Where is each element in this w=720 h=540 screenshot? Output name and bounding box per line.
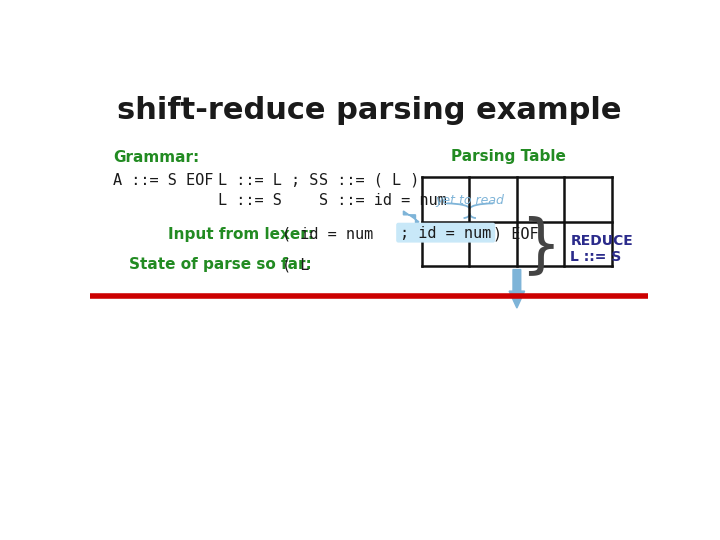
Text: ; id = num: ; id = num: [400, 226, 491, 241]
Text: Input from lexer:: Input from lexer:: [168, 226, 313, 241]
Text: A ::= S EOF: A ::= S EOF: [113, 173, 214, 187]
FancyArrow shape: [403, 211, 419, 233]
Text: State of parse so far:: State of parse so far:: [129, 257, 312, 272]
Text: L ::= S: L ::= S: [218, 193, 282, 207]
Text: S ::= id = num: S ::= id = num: [319, 193, 446, 207]
Text: shift-reduce parsing example: shift-reduce parsing example: [117, 96, 621, 125]
Text: ( L: ( L: [282, 257, 310, 272]
Text: ) EOF: ) EOF: [493, 226, 539, 241]
Text: }: }: [520, 215, 561, 276]
Text: REDUCE: REDUCE: [570, 234, 634, 248]
FancyArrow shape: [509, 269, 525, 308]
Text: yet to read: yet to read: [436, 194, 504, 207]
Text: S ::= ( L ): S ::= ( L ): [319, 173, 419, 187]
Text: ( id = num: ( id = num: [282, 226, 374, 241]
Text: Parsing Table: Parsing Table: [451, 150, 566, 165]
Text: Grammar:: Grammar:: [113, 150, 199, 165]
Text: L ::= S: L ::= S: [570, 249, 622, 264]
FancyBboxPatch shape: [397, 224, 495, 242]
Text: L ::= L ; S: L ::= L ; S: [218, 173, 318, 187]
